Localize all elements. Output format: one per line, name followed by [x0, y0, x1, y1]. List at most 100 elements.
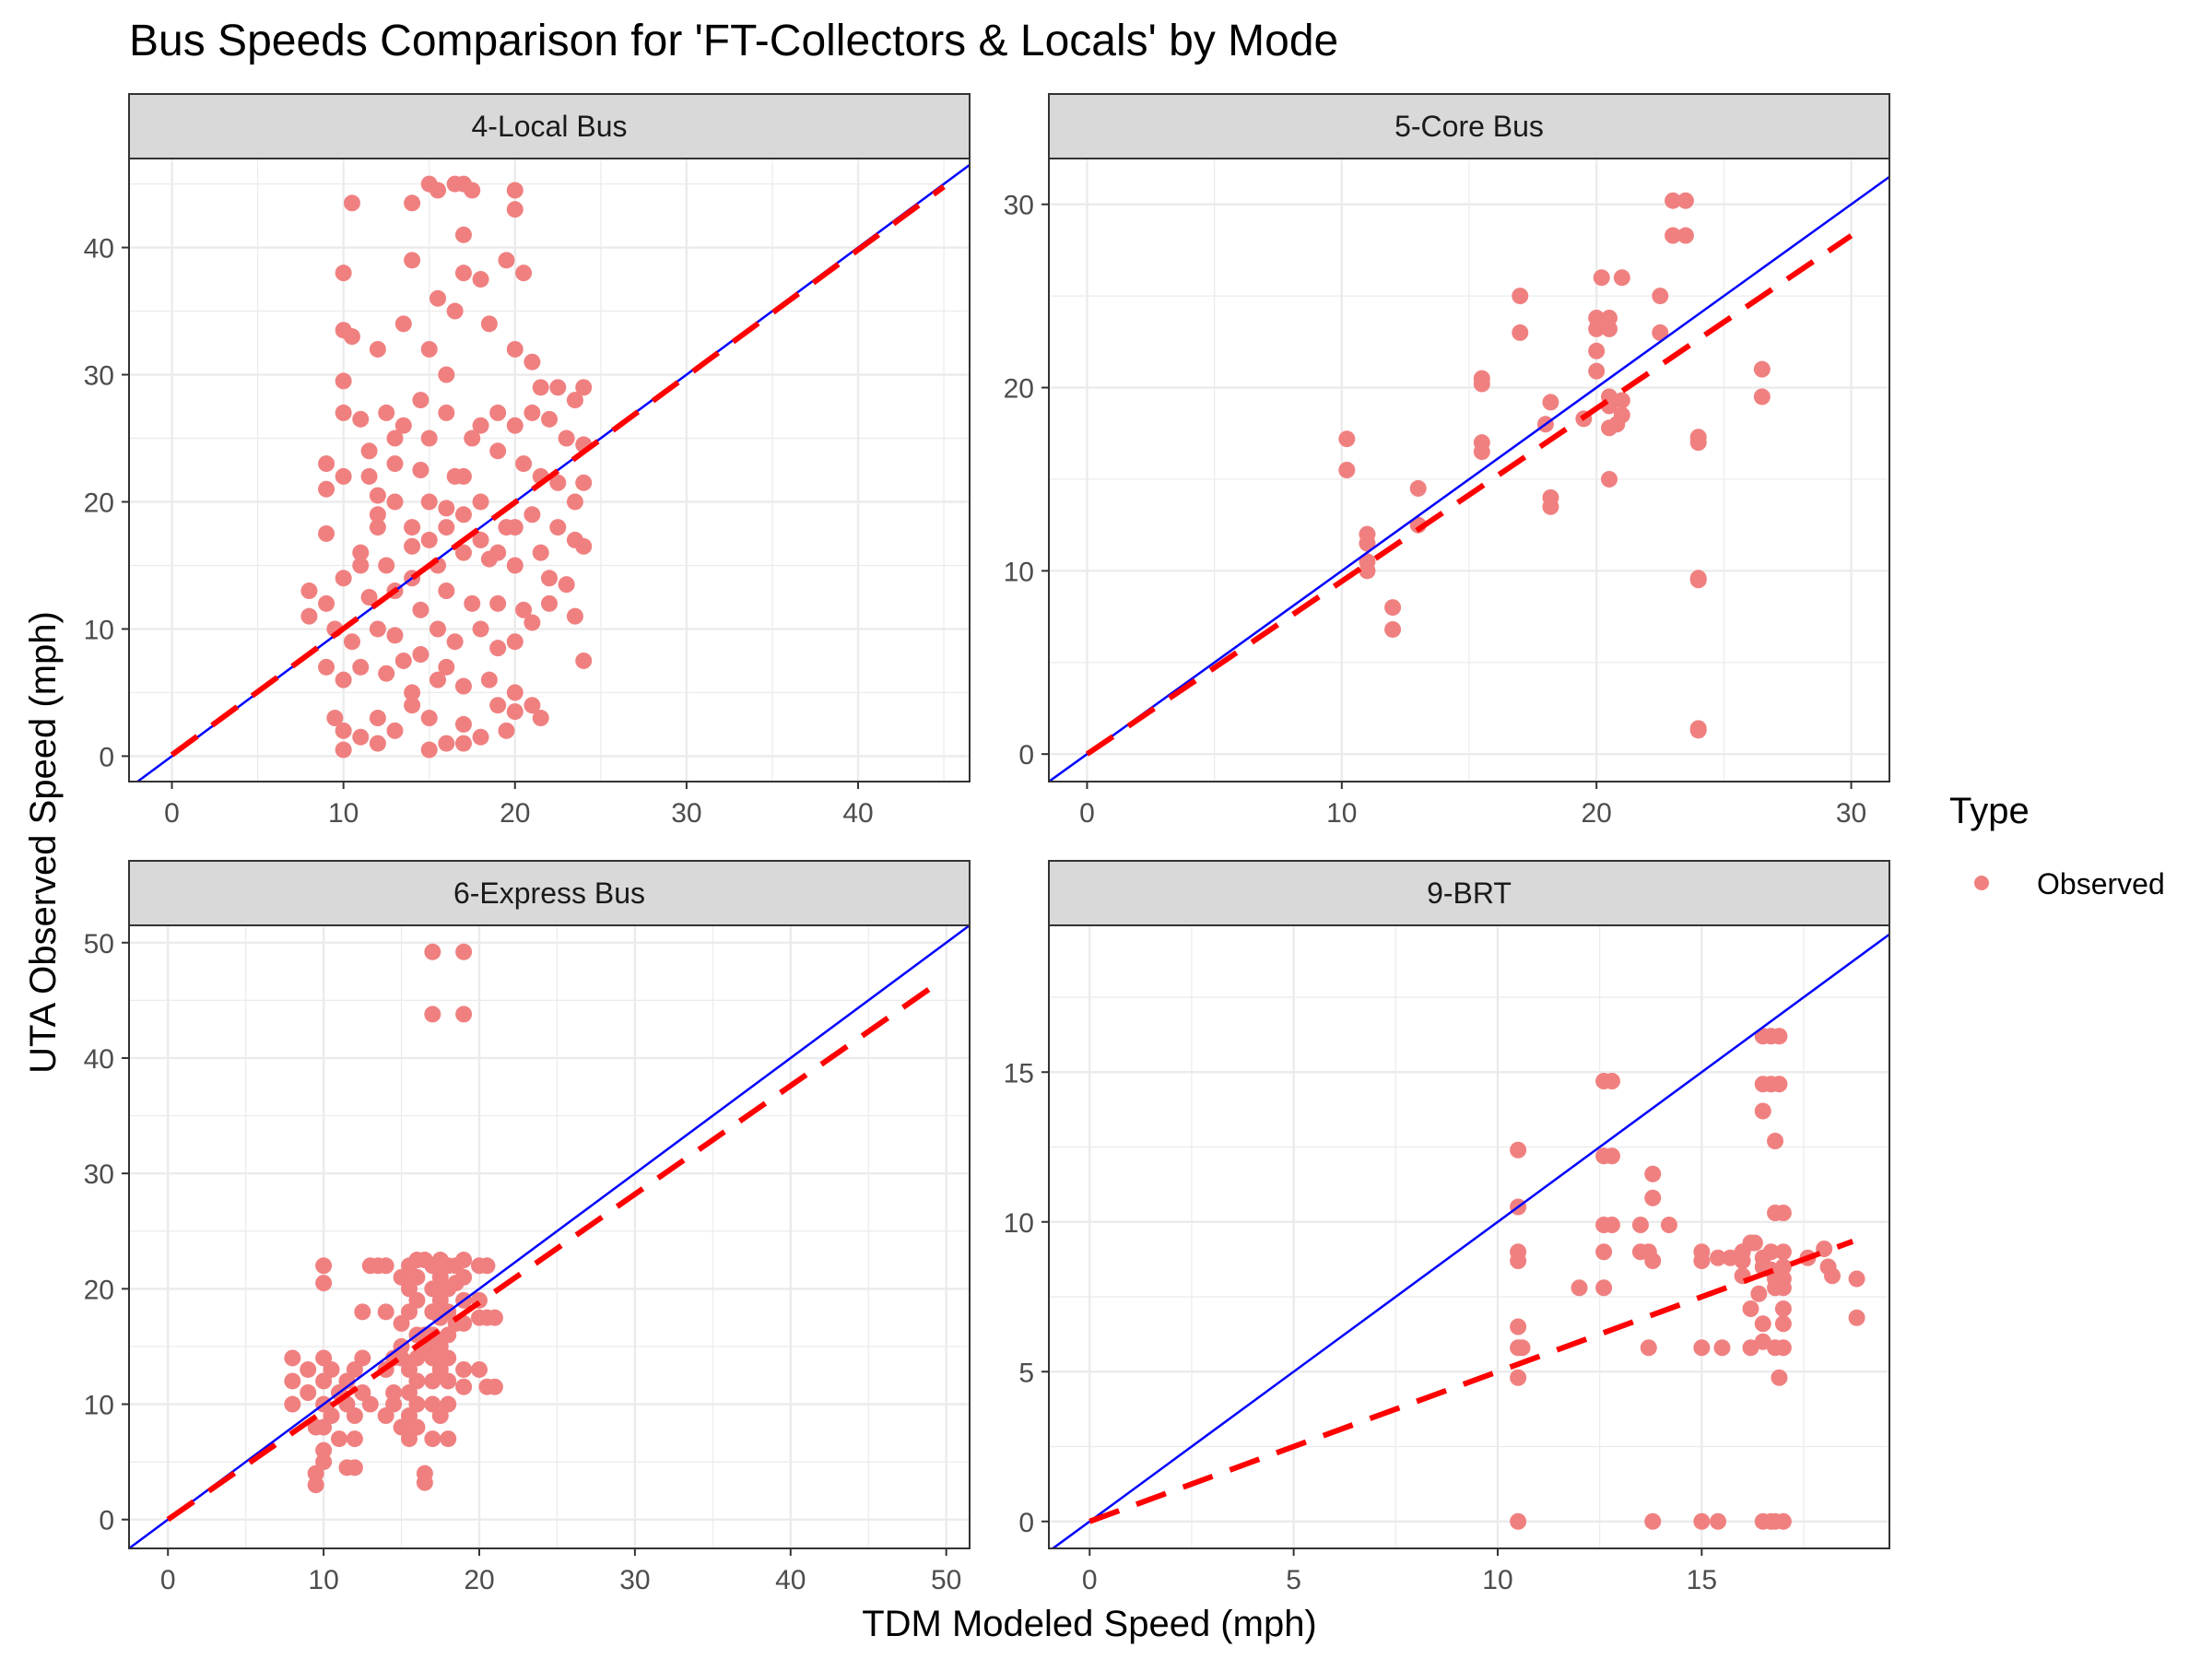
- y-tick-label: 20: [84, 488, 114, 518]
- data-point: [1604, 1073, 1620, 1089]
- data-point: [344, 633, 360, 650]
- data-point: [1754, 361, 1771, 378]
- data-point: [1614, 392, 1630, 408]
- data-point: [421, 532, 438, 548]
- data-point: [1595, 1279, 1612, 1296]
- data-point: [318, 455, 335, 472]
- data-point: [549, 519, 566, 535]
- data-point: [507, 633, 524, 650]
- data-point: [404, 252, 420, 268]
- y-tick-label: 10: [1004, 557, 1034, 587]
- data-point: [438, 405, 454, 421]
- data-point: [1690, 722, 1707, 738]
- data-point: [318, 595, 335, 612]
- data-point: [347, 1459, 363, 1476]
- data-point: [455, 678, 472, 695]
- x-tick-label: 10: [308, 1565, 338, 1595]
- data-point: [1510, 1319, 1526, 1335]
- data-point: [412, 602, 429, 618]
- data-point: [1614, 269, 1630, 286]
- data-point: [300, 608, 317, 625]
- y-tick-label: 30: [1004, 191, 1034, 221]
- y-tick-label: 10: [1004, 1208, 1034, 1239]
- data-point: [352, 411, 369, 428]
- data-point: [487, 1310, 503, 1326]
- data-point: [1775, 1205, 1792, 1221]
- data-point: [370, 341, 386, 358]
- data-point: [352, 729, 369, 746]
- data-point: [1510, 1513, 1526, 1530]
- data-point: [378, 665, 394, 682]
- panel-strip-label: 4-Local Bus: [472, 110, 628, 143]
- data-point: [404, 519, 420, 535]
- data-point: [489, 442, 506, 459]
- data-point: [455, 1361, 472, 1378]
- data-point: [1588, 363, 1605, 380]
- data-point: [559, 430, 575, 447]
- data-point: [1474, 443, 1490, 460]
- data-point: [378, 1257, 394, 1274]
- data-point: [385, 1396, 402, 1413]
- data-point: [386, 430, 403, 447]
- data-point: [471, 1361, 488, 1378]
- y-tick-label: 10: [84, 615, 114, 645]
- data-point: [575, 653, 592, 669]
- data-point: [1775, 1243, 1792, 1260]
- x-tick-label: 0: [164, 798, 180, 829]
- data-point: [1384, 621, 1401, 638]
- data-point: [352, 659, 369, 676]
- data-point: [386, 493, 403, 510]
- data-point: [424, 944, 441, 960]
- data-point: [438, 500, 454, 516]
- data-point: [464, 430, 480, 447]
- x-tick-label: 30: [619, 1565, 650, 1595]
- data-point: [344, 328, 360, 345]
- data-point: [315, 1257, 332, 1274]
- data-point: [1775, 1513, 1792, 1530]
- data-point: [421, 341, 438, 358]
- data-point: [1677, 228, 1694, 244]
- data-point: [1755, 1315, 1771, 1332]
- data-point: [1514, 1339, 1531, 1356]
- data-point: [507, 341, 524, 358]
- x-tick-label: 20: [1581, 798, 1611, 829]
- data-point: [524, 405, 540, 421]
- data-point: [1510, 1142, 1526, 1159]
- data-point: [300, 1384, 316, 1401]
- y-tick-label: 10: [84, 1391, 114, 1421]
- data-point: [1512, 324, 1528, 341]
- data-point: [1824, 1267, 1841, 1284]
- data-point: [440, 1430, 456, 1447]
- data-point: [386, 723, 403, 739]
- y-tick-label: 5: [1018, 1358, 1034, 1388]
- data-point: [344, 194, 360, 211]
- data-point: [421, 430, 438, 447]
- y-tick-label: 0: [1018, 1508, 1034, 1538]
- legend-title: Type: [1949, 791, 2030, 831]
- chart-title: Bus Speeds Comparison for 'FT-Collectors…: [129, 17, 1338, 65]
- x-tick-label: 40: [842, 798, 873, 829]
- x-tick-label: 0: [1082, 1565, 1098, 1595]
- data-point: [533, 379, 549, 395]
- data-point: [1755, 1103, 1771, 1120]
- data-point: [335, 265, 352, 281]
- data-point: [1641, 1339, 1657, 1356]
- data-point: [455, 227, 472, 243]
- data-point: [1661, 1217, 1677, 1233]
- data-point: [412, 646, 429, 663]
- data-point: [354, 1349, 371, 1366]
- y-tick-label: 20: [1004, 374, 1034, 405]
- data-point: [1512, 288, 1528, 304]
- data-point: [361, 442, 378, 459]
- data-point: [370, 620, 386, 637]
- legend-label-observed: Observed: [2037, 867, 2165, 900]
- data-point: [315, 1453, 332, 1470]
- data-point: [489, 697, 506, 713]
- data-point: [1604, 1147, 1620, 1164]
- data-point: [361, 468, 378, 485]
- data-point: [1775, 1339, 1792, 1356]
- y-tick-label: 30: [84, 1159, 114, 1190]
- data-point: [1849, 1310, 1865, 1326]
- data-point: [386, 627, 403, 643]
- data-point: [533, 710, 549, 726]
